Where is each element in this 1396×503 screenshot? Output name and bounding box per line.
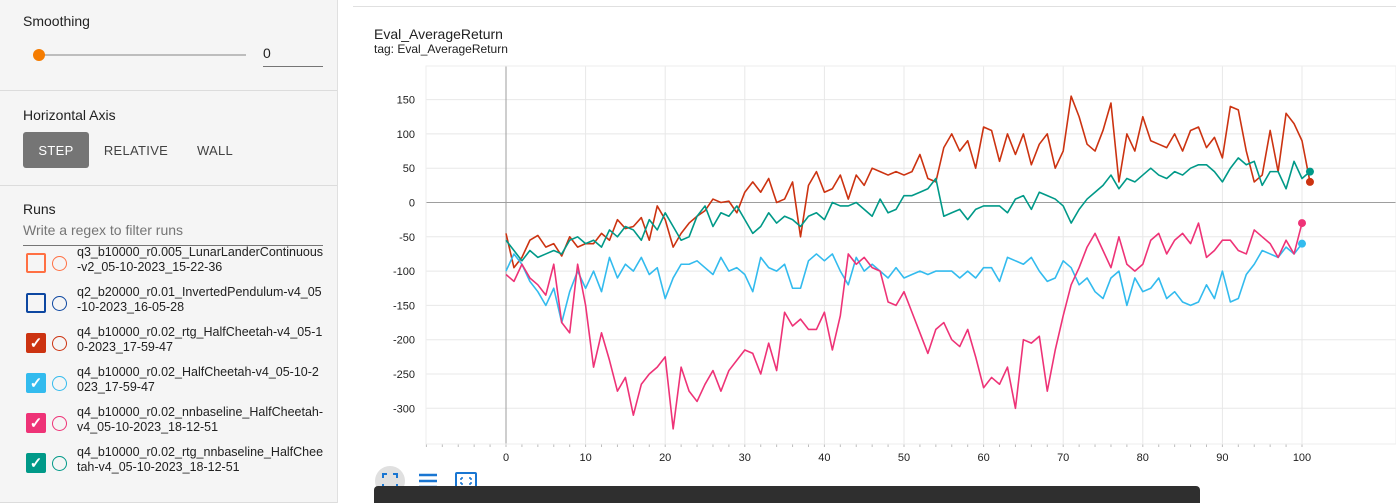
axis-relative-button[interactable]: RELATIVE — [103, 142, 169, 158]
y-tick-label: 150 — [397, 95, 415, 107]
x-tick-label: 10 — [579, 452, 591, 464]
series-end-marker[interactable] — [1298, 219, 1306, 228]
run-color-swatch[interactable] — [52, 455, 67, 471]
x-tick-label: 40 — [818, 452, 830, 464]
fullscreen-icon — [382, 473, 398, 489]
run-row[interactable]: ✓ q4_b10000_r0.02_rtg_HalfCheetah-v4_05-1… — [0, 325, 337, 373]
run-label: q2_b20000_r0.01_InvertedPendulum-v4_05-1… — [77, 285, 322, 314]
axis-wall-button[interactable]: WALL — [196, 142, 234, 158]
y-tick-label: 50 — [403, 163, 415, 175]
run-checkbox[interactable]: ✓ — [26, 333, 46, 353]
y-tick-label: 0 — [409, 198, 415, 210]
main-panel: Eval_AverageReturn tag: Eval_AverageRetu… — [353, 0, 1396, 503]
run-color-swatch[interactable] — [52, 375, 67, 391]
run-label: q4_b10000_r0.02_nnbaseline_HalfCheetah-v… — [77, 405, 324, 434]
y-tick-label: -150 — [393, 300, 415, 312]
series-line[interactable] — [505, 95, 1311, 269]
chart-tag: tag: Eval_AverageReturn — [374, 42, 508, 56]
run-color-swatch[interactable] — [52, 415, 67, 431]
smoothing-section: Smoothing 0 — [0, 0, 337, 91]
x-tick-label: 100 — [1293, 452, 1311, 464]
axis-step-button[interactable]: STEP — [23, 132, 89, 168]
series-line[interactable] — [505, 157, 1311, 262]
run-row[interactable]: q2_b20000_r0.01_InvertedPendulum-v4_05-1… — [0, 285, 337, 333]
x-tick-label: 70 — [1057, 452, 1069, 464]
run-row[interactable]: q3_b10000_r0.005_LunarLanderContinuous-v… — [0, 245, 337, 293]
runs-title: Runs — [23, 201, 56, 217]
line-chart[interactable]: -300 -250 -200 -150 -100 -50 0 50 100 150 0 10 20 30 4… — [353, 0, 1396, 480]
series-line[interactable] — [505, 222, 1303, 430]
series-end-marker[interactable] — [1305, 167, 1314, 176]
smoothing-slider-track[interactable] — [39, 54, 246, 56]
x-tick-label: 90 — [1216, 452, 1228, 464]
smoothing-title: Smoothing — [23, 13, 90, 29]
x-tick-label: 30 — [739, 452, 751, 464]
run-label: q4_b10000_r0.02_HalfCheetah-v4_05-10-202… — [77, 365, 319, 394]
run-label: q4_b10000_r0.02_rtg_nnbaseline_HalfCheet… — [77, 445, 324, 474]
run-label: q4_b10000_r0.02_rtg_HalfCheetah-v4_05-10… — [77, 325, 323, 354]
sidebar: Smoothing 0 Horizontal Axis STEP RELATIV… — [0, 0, 338, 503]
run-checkbox[interactable] — [26, 293, 46, 313]
smoothing-value-input[interactable]: 0 — [263, 45, 323, 67]
y-tick-label: -300 — [393, 403, 415, 415]
series-end-marker[interactable] — [1305, 177, 1314, 186]
runs-section: Runs Write a regex to filter runs q3_b10… — [0, 186, 337, 503]
y-tick-label: -100 — [393, 266, 415, 278]
run-color-swatch[interactable] — [52, 335, 67, 351]
x-tick-label: 60 — [977, 452, 989, 464]
y-tick-label: -200 — [393, 335, 415, 347]
run-row[interactable]: ✓ q4_b10000_r0.02_HalfCheetah-v4_05-10-20… — [0, 365, 337, 413]
top-divider — [353, 0, 1396, 7]
chart-title: Eval_AverageReturn — [374, 26, 503, 42]
run-checkbox[interactable]: ✓ — [26, 373, 46, 393]
x-tick-label: 0 — [503, 452, 509, 464]
run-color-swatch[interactable] — [52, 295, 67, 311]
runs-filter-input[interactable]: Write a regex to filter runs — [23, 222, 323, 246]
run-checkbox[interactable]: ✓ — [26, 413, 46, 433]
horizontal-axis-section: Horizontal Axis STEP RELATIVE WALL — [0, 91, 337, 186]
run-label: q3_b10000_r0.005_LunarLanderContinuous-v… — [77, 245, 324, 274]
x-tick-label: 50 — [898, 452, 910, 464]
run-row[interactable]: ✓ q4_b10000_r0.02_nnbaseline_HalfCheetah-… — [0, 405, 337, 453]
x-tick-label: 80 — [1137, 452, 1149, 464]
y-tick-label: 100 — [397, 129, 415, 141]
bottom-panel-bar — [374, 486, 1200, 503]
run-color-swatch[interactable] — [52, 255, 67, 271]
plot-area — [425, 65, 1396, 445]
series-end-marker[interactable] — [1298, 239, 1306, 248]
x-tick-label: 20 — [659, 452, 671, 464]
series-line[interactable] — [505, 243, 1303, 324]
run-checkbox[interactable] — [26, 253, 46, 273]
horizontal-axis-title: Horizontal Axis — [23, 107, 116, 123]
smoothing-slider-thumb[interactable] — [33, 49, 45, 61]
y-tick-label: -250 — [393, 369, 415, 381]
run-checkbox[interactable]: ✓ — [26, 453, 46, 473]
run-row[interactable]: ✓ q4_b10000_r0.02_rtg_nnbaseline_HalfChee… — [0, 445, 337, 493]
y-tick-label: -50 — [399, 232, 415, 244]
